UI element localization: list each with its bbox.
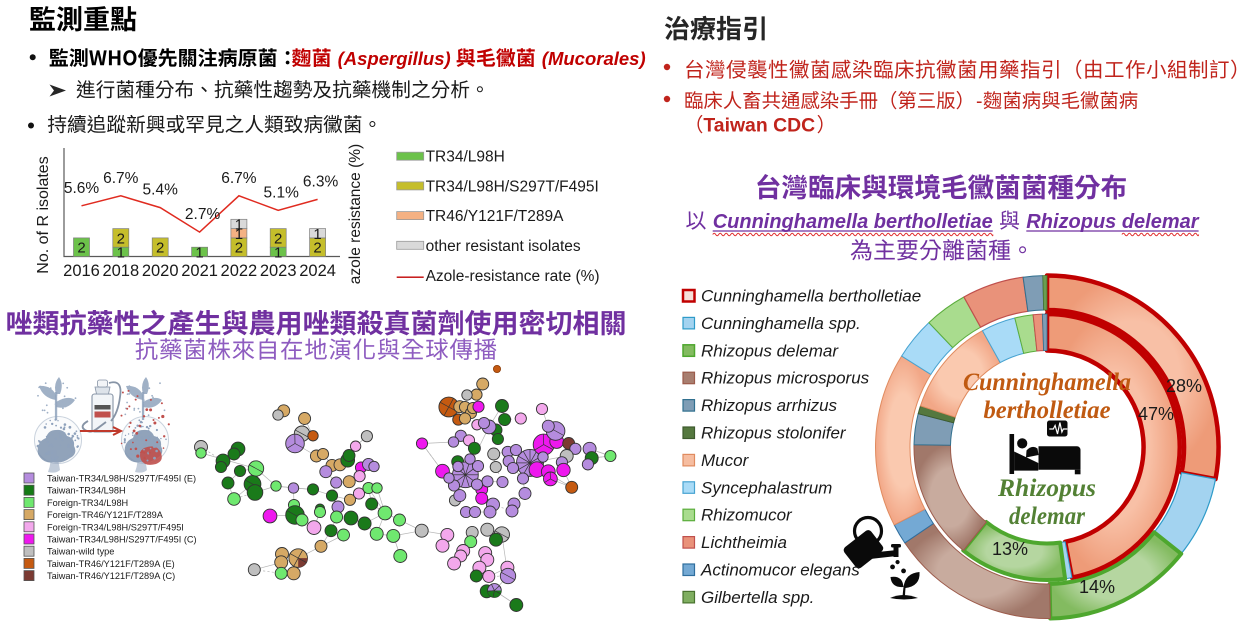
svg-text:Foreign-TR34/L98H/S297T/F495I: Foreign-TR34/L98H/S297T/F495I <box>47 522 184 532</box>
svg-text:Rhizopus stolonifer: Rhizopus stolonifer <box>701 424 847 443</box>
svg-text:2: 2 <box>156 240 164 257</box>
svg-text:2.7%: 2.7% <box>185 206 221 223</box>
svg-text:5.6%: 5.6% <box>64 180 100 197</box>
svg-text:2023: 2023 <box>260 262 297 280</box>
svg-text:6.7%: 6.7% <box>221 170 257 187</box>
svg-text:47%: 47% <box>1138 404 1174 424</box>
svg-text:Rhizomucor: Rhizomucor <box>701 506 793 525</box>
svg-text:Lichtheimia: Lichtheimia <box>701 533 787 552</box>
svg-text:1: 1 <box>313 226 321 243</box>
svg-text:Gilbertella spp.: Gilbertella spp. <box>701 588 814 607</box>
svg-text:1: 1 <box>235 226 243 243</box>
svg-text:6.7%: 6.7% <box>103 170 139 187</box>
svg-text:Rhizopus arrhizus: Rhizopus arrhizus <box>701 396 838 415</box>
svg-text:2: 2 <box>274 230 282 247</box>
svg-text:Foreign-TR34/L98H: Foreign-TR34/L98H <box>47 498 128 508</box>
svg-text:13%: 13% <box>992 539 1028 559</box>
svg-text:2022: 2022 <box>221 262 258 280</box>
svg-text:TR46/Y121F/T289A: TR46/Y121F/T289A <box>426 208 565 225</box>
svg-text:Rhizopus microsporus: Rhizopus microsporus <box>701 369 870 388</box>
svg-text:1: 1 <box>235 216 243 233</box>
svg-text:28%: 28% <box>1166 376 1202 396</box>
svg-text:(Mucorales): (Mucorales) <box>542 48 646 69</box>
svg-text:Syncephalastrum: Syncephalastrum <box>701 478 832 497</box>
svg-text:2: 2 <box>235 240 243 257</box>
svg-text:2016: 2016 <box>63 262 100 280</box>
svg-text:Actinomucor elegans: Actinomucor elegans <box>700 561 860 580</box>
svg-text:azole resistance (%): azole resistance (%) <box>347 144 364 284</box>
svg-text:1: 1 <box>274 244 282 261</box>
svg-text:delemar: delemar <box>1009 501 1086 530</box>
svg-text:Cunninghamella bertholletiae: Cunninghamella bertholletiae <box>701 287 921 306</box>
svg-text:2: 2 <box>313 240 321 257</box>
svg-text:TR34/L98H/S297T/F495I: TR34/L98H/S297T/F495I <box>426 178 599 195</box>
svg-text:-: - <box>976 91 982 113</box>
svg-text:No. of R isolates: No. of R isolates <box>35 156 52 273</box>
svg-text:bertholletiae: bertholletiae <box>984 395 1111 424</box>
svg-text:1: 1 <box>117 244 125 261</box>
svg-text:6.3%: 6.3% <box>303 173 339 190</box>
svg-text:2024: 2024 <box>299 262 336 280</box>
svg-text:5.1%: 5.1% <box>264 184 300 201</box>
svg-text:2: 2 <box>117 230 125 247</box>
svg-text:Taiwan-TR46/Y121F/T289A (E): Taiwan-TR46/Y121F/T289A (E) <box>47 559 175 569</box>
svg-text:Cunninghamella bertholletiae: Cunninghamella bertholletiae <box>713 211 993 233</box>
svg-text:2021: 2021 <box>181 262 218 280</box>
svg-text:Foreign-TR46/Y121F/T289A: Foreign-TR46/Y121F/T289A <box>47 510 164 520</box>
svg-text:Taiwan-TR34/L98H: Taiwan-TR34/L98H <box>47 486 126 496</box>
svg-text:2018: 2018 <box>102 262 139 280</box>
svg-text:Taiwan-TR46/Y121F/T289A (C): Taiwan-TR46/Y121F/T289A (C) <box>47 571 175 581</box>
svg-text:TR34/L98H: TR34/L98H <box>426 149 505 166</box>
svg-text:Rhizopus: Rhizopus <box>997 473 1096 502</box>
svg-text:1: 1 <box>195 244 203 261</box>
svg-text:Taiwan-TR34/L98H/S297T/F495I (: Taiwan-TR34/L98H/S297T/F495I (C) <box>47 535 197 545</box>
svg-text:Taiwan-TR34/L98H/S297T/F495I (: Taiwan-TR34/L98H/S297T/F495I (E) <box>47 474 196 484</box>
svg-text:14%: 14% <box>1079 577 1115 597</box>
svg-text:Cunninghamella spp.: Cunninghamella spp. <box>701 314 861 333</box>
svg-text:Rhizopus delemar: Rhizopus delemar <box>1026 211 1199 233</box>
svg-text:Azole-resistance rate (%): Azole-resistance rate (%) <box>426 268 600 285</box>
svg-text:2020: 2020 <box>142 262 179 280</box>
svg-text:Taiwan CDC: Taiwan CDC <box>703 115 815 137</box>
svg-text:Cunninghamella: Cunninghamella <box>963 367 1131 396</box>
svg-text:2: 2 <box>77 240 85 257</box>
svg-text:Mucor: Mucor <box>701 451 750 470</box>
svg-text:(Aspergillus): (Aspergillus) <box>338 48 451 69</box>
svg-text:Taiwan-wild type: Taiwan-wild type <box>47 547 114 557</box>
svg-text:5.4%: 5.4% <box>143 182 179 199</box>
svg-text:Rhizopus delemar: Rhizopus delemar <box>701 341 839 360</box>
svg-text:other resistant isolates: other resistant isolates <box>426 238 581 255</box>
